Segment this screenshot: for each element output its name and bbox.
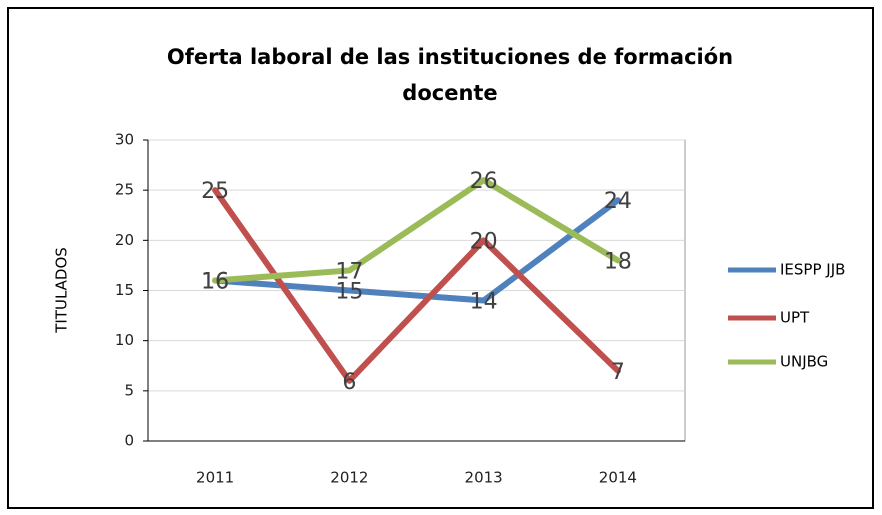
x-tick-label: 2014: [599, 469, 637, 487]
data-label: 16: [201, 269, 229, 294]
legend-label: UNJBG: [780, 353, 828, 371]
y-tick-label: 30: [115, 131, 134, 149]
data-label: 7: [611, 360, 625, 385]
data-label: 6: [342, 370, 356, 395]
y-tick-label: 25: [115, 181, 134, 199]
chart-title: docente: [402, 81, 497, 105]
y-tick-label: 5: [124, 381, 134, 399]
legend-label: UPT: [780, 309, 810, 327]
data-label: 16: [201, 269, 229, 294]
data-label: 18: [604, 249, 632, 274]
y-tick-label: 10: [115, 331, 134, 349]
data-label: 14: [470, 290, 498, 315]
data-label: 15: [335, 280, 363, 305]
x-tick-label: 2013: [465, 469, 503, 487]
data-label: 25: [201, 179, 229, 204]
y-tick-label: 20: [115, 231, 134, 249]
y-tick-label: 15: [115, 281, 134, 299]
x-tick-label: 2011: [196, 469, 234, 487]
data-label: 20: [470, 229, 498, 254]
data-label: 17: [335, 259, 363, 284]
x-tick-label: 2012: [330, 469, 368, 487]
y-axis-label: TITULADOS: [53, 247, 71, 334]
y-tick-label: 0: [124, 432, 134, 450]
series-line: [212, 177, 621, 284]
legend-label: IESPP JJB: [780, 261, 845, 279]
series-line: [212, 187, 621, 384]
chart-title: Oferta laboral de las instituciones de f…: [167, 45, 733, 69]
data-label: 26: [470, 169, 498, 194]
chart-frame: [7, 7, 874, 509]
data-label: 24: [604, 189, 632, 214]
